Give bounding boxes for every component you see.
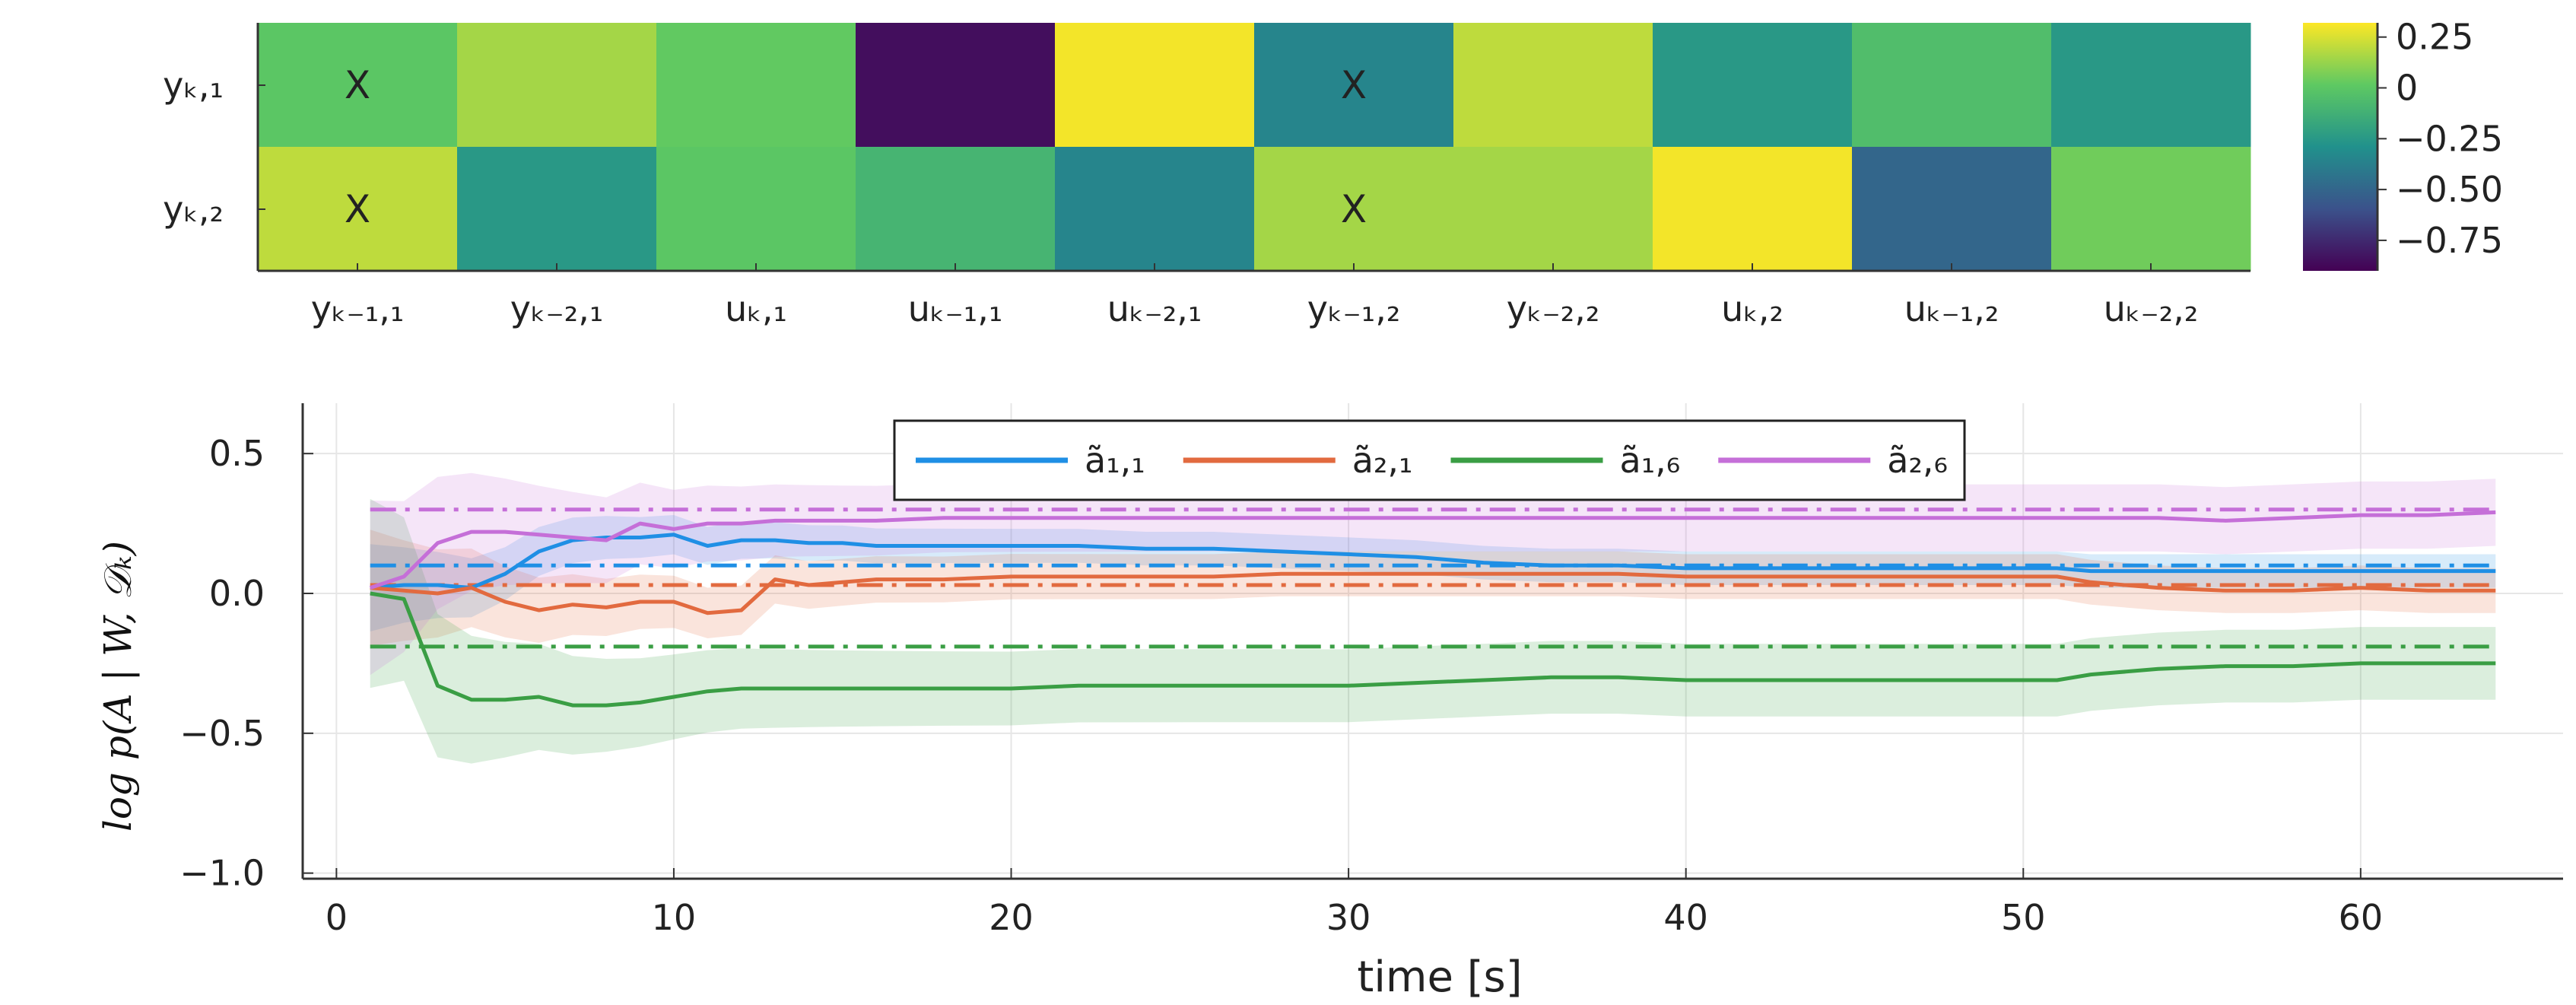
x-tick-label: 50	[2001, 897, 2046, 938]
heatmap-column-label: yₖ₋₂,₁	[510, 288, 604, 329]
heatmap-cell	[1254, 147, 1454, 272]
colorbar-tick-label: −0.75	[2396, 220, 2503, 261]
heatmap-cell	[2051, 23, 2251, 148]
heatmap-cell	[1852, 23, 2052, 148]
heatmap-column-label: uₖ₋₂,₁	[1107, 288, 1202, 329]
heatmap-cell	[656, 23, 856, 148]
estimate-line	[370, 571, 2496, 615]
heatmap-column-label: yₖ₋₁,₁	[311, 288, 405, 329]
heatmap-cell	[1055, 147, 1255, 272]
line-chart-axes	[301, 403, 2563, 880]
uncertainty-band	[370, 472, 2496, 676]
y-tick-labels: 0.5 0.0 −0.5 −1.0	[179, 433, 313, 894]
uncertainty-band	[370, 498, 2496, 764]
colorbar-tick-label: −0.50	[2396, 169, 2503, 210]
heatmap-column-label: uₖ₋₁,₁	[908, 288, 1003, 329]
heatmap-row-labels: yₖ,₁ yₖ,₂	[163, 65, 224, 230]
estimate-lines	[369, 510, 2496, 708]
heatmap-cell	[457, 23, 657, 148]
x-tick-label: 60	[2339, 897, 2384, 938]
heatmap-axes	[256, 23, 2250, 272]
y-tick-label: −1.0	[179, 853, 265, 894]
heatmap-cell	[1055, 23, 1255, 148]
heatmap-marker: X	[345, 187, 370, 231]
heatmap-cell	[1653, 23, 1853, 148]
x-tick-label: 0	[326, 897, 348, 938]
estimate-line	[369, 510, 2496, 590]
heatmap-column-label: yₖ₋₁,₂	[1307, 288, 1401, 329]
heatmap-cell	[258, 23, 458, 148]
line-chart-panel: 0 10 20 30 40 50 60 0.50.0−0.5−1.0 ã₁,₁ ã₂,₁ ã₁,…	[96, 403, 2563, 1002]
colorbar-tick-label: 0.25	[2396, 17, 2473, 58]
line-chart-grid	[303, 403, 2563, 879]
x-tick-labels: 0 10 20 30 40 50 60	[326, 868, 2383, 938]
heatmap-cell	[856, 23, 1056, 148]
x-tick-label: 20	[989, 897, 1034, 938]
heatmap-marker: X	[345, 63, 370, 107]
uncertainty-band	[370, 530, 2496, 647]
heatmap-cell	[258, 147, 458, 272]
heatmap-column-label: yₖ₋₂,₂	[1507, 288, 1600, 329]
colorbar-gradient	[2303, 23, 2377, 271]
heatmap-marker: X	[1341, 63, 1367, 107]
y-tick-label: 0.0	[209, 573, 265, 614]
heatmap-cell	[856, 147, 1056, 272]
y-tick-label: 0.5	[209, 433, 265, 474]
heatmap-row-label: yₖ,₁	[163, 65, 224, 106]
y-axis-label: log p(A | W, 𝒟ₖ)	[96, 541, 140, 832]
heatmap-cell	[656, 147, 856, 272]
x-tick-label: 10	[652, 897, 697, 938]
legend-label: ã₁,₁	[1085, 440, 1145, 481]
x-tick-label: 30	[1326, 897, 1371, 938]
heatmap-column-label: uₖ₋₂,₂	[2104, 288, 2199, 329]
heatmap-marker: X	[1341, 187, 1367, 231]
y-tick-label: −0.5	[179, 713, 265, 754]
heatmap-panel: X X X X yₖ,₁ yₖ,₂ yₖ₋₁,₁ yₖ₋₂,₁ uₖ,₁ uₖ₋₁,₁ uₖ₋₂…	[163, 23, 2251, 329]
heatmap-column-label: uₖ,₂	[1721, 288, 1784, 329]
legend-label: ã₂,₁	[1352, 440, 1413, 481]
heatmap-cell	[1852, 147, 2052, 272]
colorbar-tick-label: −0.25	[2396, 118, 2503, 159]
heatmap-column-label: uₖ,₁	[725, 288, 787, 329]
heatmap-column-labels: yₖ₋₁,₁ yₖ₋₂,₁ uₖ,₁ uₖ₋₁,₁ uₖ₋₂,₁ yₖ₋₁,₂ yₖ₋₂,₂…	[311, 288, 2199, 329]
heatmap-cell	[1653, 147, 1853, 272]
heatmap-markers: X X X X	[345, 63, 1367, 231]
legend: ã₁,₁ ã₂,₁ ã₁,₆ ã₂,₆	[893, 419, 1966, 501]
heatmap-cells	[258, 23, 2251, 272]
legend-label: ã₁,₆	[1620, 440, 1681, 481]
estimate-line	[370, 591, 2496, 708]
heatmap-cell	[457, 147, 657, 272]
x-tick-label: 40	[1663, 897, 1708, 938]
legend-label: ã₂,₆	[1887, 440, 1948, 481]
colorbar: 0.25 0 −0.25 −0.50 −0.75	[2303, 17, 2503, 271]
heatmap-cell	[1453, 147, 1653, 272]
heatmap-column-label: uₖ₋₁,₂	[1904, 288, 1999, 329]
heatmap-row-label: yₖ,₂	[163, 189, 224, 230]
heatmap-cell	[2051, 147, 2251, 272]
x-axis-label: time [s]	[1357, 953, 1522, 1002]
heatmap-cell	[1453, 23, 1653, 148]
heatmap-cell	[1254, 23, 1454, 148]
colorbar-ticks: 0.25 0 −0.25 −0.50 −0.75	[2376, 17, 2503, 271]
colorbar-tick-label: 0	[2396, 68, 2418, 109]
